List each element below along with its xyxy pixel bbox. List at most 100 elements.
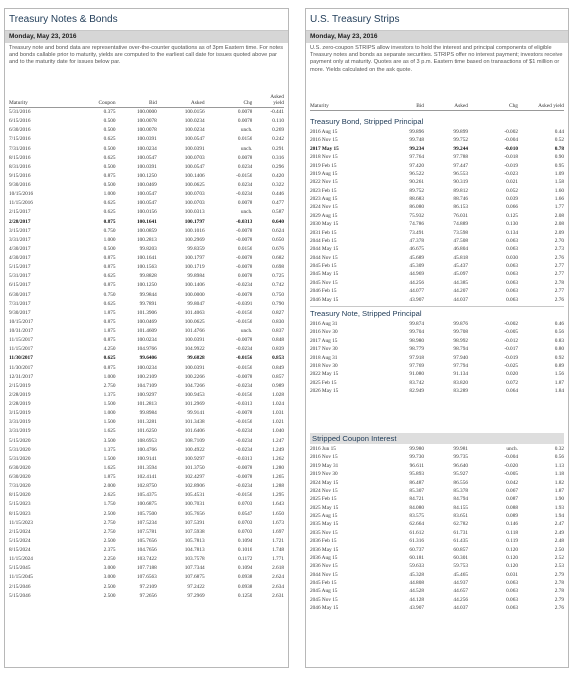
cell-asked: 99.9141 xyxy=(187,410,205,417)
col-chg: Chg xyxy=(204,94,253,108)
cell-yield: 1.021 xyxy=(272,419,284,426)
cell-coupon: 0.625 xyxy=(103,154,116,161)
cell-asked: 88.746 xyxy=(453,196,468,202)
cell-maturity: 2018 Nov 30 xyxy=(310,362,338,369)
cell-bid: 90.261 xyxy=(409,179,424,186)
cell-coupon: 2.500 xyxy=(103,510,116,517)
cell-chg: 0.089 xyxy=(506,513,518,519)
table-row: 9/15/2016 0.875 100.1250 100.1406 -0.0156 0.4… xyxy=(9,172,284,181)
cell-bid: 99.896 xyxy=(409,129,424,135)
cell-chg: 0.118 xyxy=(506,529,518,536)
table-row: 7/31/2020 2.000 102.8750 102.8906 -0.0234 1.2… xyxy=(9,482,284,491)
cell-maturity: 7/15/2016 xyxy=(9,136,31,143)
cell-chg: -0.002 xyxy=(504,321,518,327)
cell-maturity: 3/31/2019 xyxy=(9,428,31,435)
cell-yield: 0.110 xyxy=(272,118,284,125)
cell-chg: 0.0234 xyxy=(237,163,253,170)
cell-coupon: 0.750 xyxy=(103,227,116,234)
cell-chg: -0.0234 xyxy=(236,446,253,453)
cell-bid: 43.907 xyxy=(409,296,424,303)
cell-coupon: 1.000 xyxy=(103,373,116,380)
cell-yield: 2.76 xyxy=(554,254,564,261)
cell-maturity: 2035 May 15 xyxy=(310,521,339,528)
cell-yield: 0.56 xyxy=(554,329,564,336)
cell-maturity: 2019 Nov 30 xyxy=(310,471,338,478)
cell-chg: 0.0078 xyxy=(237,200,253,207)
cell-yield: 1.721 xyxy=(272,537,284,544)
cell-bid: 75.932 xyxy=(409,212,424,219)
table-row: 11/15/2023 2.750 107.5234 107.5391 0.0703 1.6… xyxy=(9,519,284,528)
cell-maturity: 2016 Nov 15 xyxy=(310,137,338,144)
cell-yield: 0.477 xyxy=(272,200,284,207)
col-asked-yield-line2: yield xyxy=(273,100,284,106)
cell-coupon: 3.000 xyxy=(103,565,116,572)
cell-chg: -0.0313 xyxy=(236,218,253,225)
cell-asked: 99.752 xyxy=(453,137,468,144)
table-row: 2/15/2024 2.750 107.5781 107.5938 0.0703 1.69… xyxy=(9,528,284,537)
table-row: 2019 Feb 15 97.420 97.447 -0.019 0.95 xyxy=(310,162,564,170)
cell-yield: 0.830 xyxy=(272,318,284,325)
cell-coupon: 2.500 xyxy=(103,537,116,544)
col-bid: Bid xyxy=(115,94,157,108)
cell-coupon: 0.500 xyxy=(103,127,116,134)
cell-coupon: 2.750 xyxy=(103,519,116,526)
cell-chg: -0.017 xyxy=(504,346,518,353)
cell-bid: 95.893 xyxy=(409,471,424,478)
cell-yield: 0.92 xyxy=(554,354,564,361)
table-row: 2018 Nov 15 97.764 97.788 -0.018 0.90 xyxy=(310,153,564,161)
cell-chg: 0.063 xyxy=(506,580,518,586)
cell-coupon: 2.500 xyxy=(103,583,116,590)
cell-bid: 83.742 xyxy=(409,379,424,386)
cell-asked: 74.889 xyxy=(453,221,468,228)
cell-yield: 0.89 xyxy=(554,362,564,369)
cell-yield: 0.750 xyxy=(272,291,284,298)
cell-yield: 2.78 xyxy=(554,580,564,586)
table-row: 6/30/2017 0.750 99.9844 100.0000 -0.0078 0.75… xyxy=(9,291,284,300)
cell-maturity: 7/31/2020 xyxy=(9,483,31,490)
cell-yield: 1.13 xyxy=(554,462,564,469)
cell-asked: 83.289 xyxy=(453,388,468,394)
cell-maturity: 2029 Aug 15 xyxy=(310,212,338,219)
cell-maturity: 2019 Aug 15 xyxy=(310,170,338,177)
cell-yield: 1.77 xyxy=(554,204,564,211)
table-row: 2023 Aug 15 88.683 88.746 0.039 1.66 xyxy=(310,195,564,203)
cell-bid: 100.0156 xyxy=(136,209,157,216)
table-row: 5/15/2046 2.500 97.2656 97.2969 0.1250 2.631 xyxy=(9,592,284,601)
cell-bid: 44.128 xyxy=(409,596,424,603)
cell-asked: 98.992 xyxy=(453,337,468,344)
cell-yield: 0.316 xyxy=(272,154,284,161)
cell-bid: 100.0078 xyxy=(136,127,157,134)
cell-coupon: 0.625 xyxy=(103,136,116,143)
cell-bid: 60.181 xyxy=(409,554,424,561)
cell-chg: -0.0156 xyxy=(236,419,253,426)
cell-asked: 100.0156 xyxy=(184,109,205,115)
cell-chg: -0.0234 xyxy=(236,382,253,389)
cell-bid: 100.0547 xyxy=(136,200,157,207)
cell-chg: 0.064 xyxy=(506,388,518,394)
cell-coupon: 4.250 xyxy=(103,346,116,353)
cell-asked: 101.4766 xyxy=(184,328,205,334)
cell-yield: 1.040 xyxy=(272,428,284,435)
table-row: 3/15/2017 0.750 100.0859 100.1016 -0.0078 0.6… xyxy=(9,227,284,236)
cell-asked: 44.256 xyxy=(453,596,468,603)
cell-chg: 0.087 xyxy=(506,496,518,503)
cell-maturity: 2046 May 15 xyxy=(310,296,339,303)
cell-yield: 0.853 xyxy=(272,355,284,362)
cell-bid: 99.704 xyxy=(409,329,424,336)
cell-bid: 98.779 xyxy=(409,346,424,353)
cell-bid: 73.491 xyxy=(409,229,424,236)
cell-chg: -0.019 xyxy=(504,354,518,361)
cell-asked: 102.8906 xyxy=(184,483,205,490)
cell-chg: 0.120 xyxy=(506,563,518,570)
cell-chg: -0.0234 xyxy=(236,428,253,435)
cell-asked: 45.818 xyxy=(453,254,468,261)
cell-chg: -0.0078 xyxy=(236,373,253,380)
cell-chg: -0.0078 xyxy=(236,227,253,234)
table-row: 2035 May 15 62.664 62.782 0.146 2.47 xyxy=(310,520,564,528)
cell-yield: 1.748 xyxy=(272,547,284,553)
cell-maturity: 11/15/2017 xyxy=(9,346,33,353)
cell-asked: 61.435 xyxy=(453,538,468,545)
cell-chg: 0.031 xyxy=(506,571,518,578)
cell-yield: 0.78 xyxy=(554,145,564,152)
cell-coupon: 1.375 xyxy=(103,446,116,453)
